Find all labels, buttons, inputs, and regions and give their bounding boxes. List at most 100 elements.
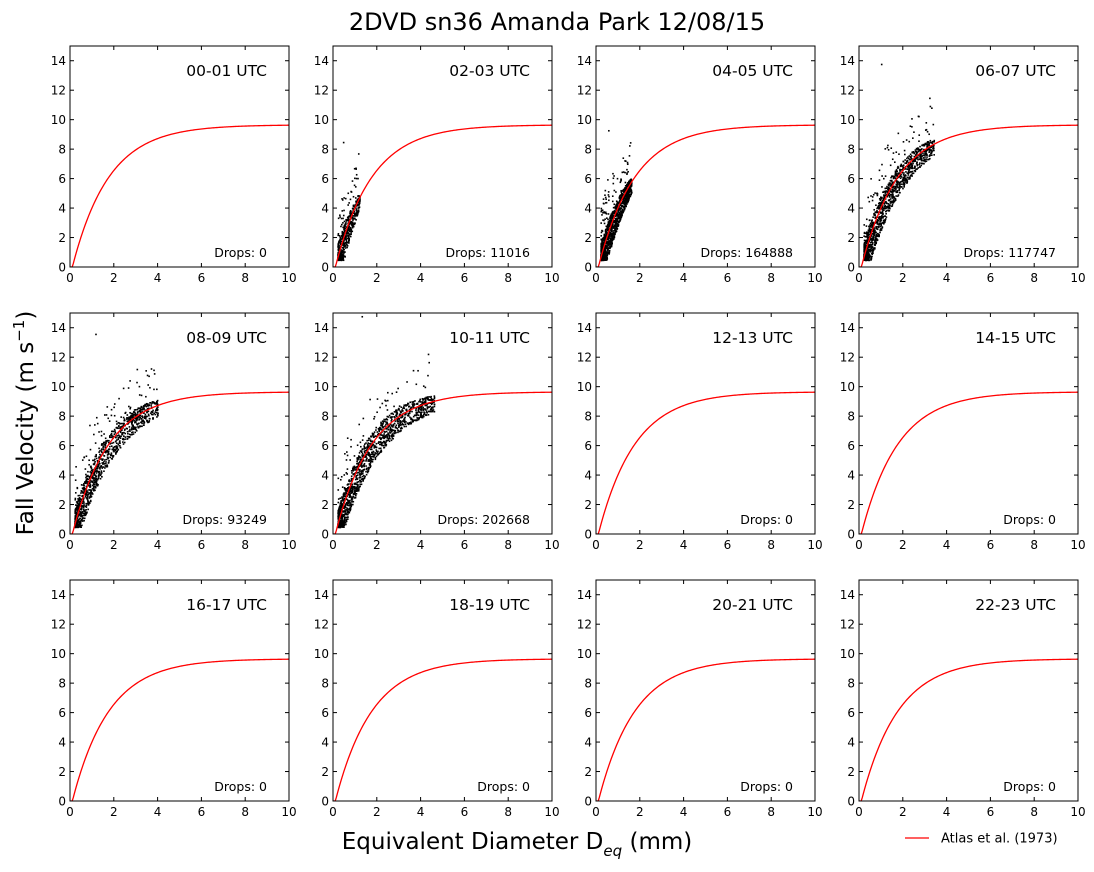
scatter-point [881,196,883,199]
y-tick-label: 10 [51,113,66,127]
scatter-point [360,465,362,467]
scatter-point [908,167,911,170]
scatter-point [136,423,138,425]
scatter-point [881,202,883,204]
scatter-point [355,167,357,170]
scatter-point [115,426,118,429]
scatter-point [83,504,85,506]
scatter-point [85,512,88,515]
scatter-point [95,482,98,485]
scatter-point [902,168,904,171]
scatter-point [625,193,628,195]
scatter-point [100,450,103,453]
scatter-point [355,213,358,215]
scatter-point [87,478,89,481]
scatter-point [107,457,109,460]
scatter-point [894,171,897,173]
scatter-point [123,418,126,420]
scatter-point [926,156,928,158]
scatter-point [337,248,340,251]
scatter-point [79,500,82,503]
scatter-point [347,216,350,218]
scatter-point [112,449,115,452]
scatter-point [153,388,155,391]
scatter-point [143,405,146,407]
scatter-point [420,415,423,417]
scatter-point [610,214,613,217]
scatter-point [85,504,88,507]
scatter-point [917,158,919,161]
scatter-point [883,194,885,196]
scatter-point [914,150,917,153]
scatter-point [353,217,356,220]
scatter-point [80,484,83,486]
scatter-point [865,235,868,238]
scatter-point [914,154,917,156]
scatter-point [884,194,887,197]
scatter-point [888,204,891,207]
scatter-point [605,225,608,228]
scatter-point [611,223,614,226]
scatter-point [911,170,914,173]
scatter-point [872,249,875,252]
scatter-point [911,118,913,120]
y-tick-label: 14 [51,321,66,335]
scatter-point [869,231,872,234]
scatter-point [78,503,81,506]
scatter-point [620,179,623,181]
scatter-point [868,254,871,256]
scatter-point [342,234,344,237]
scatter-point [124,438,126,440]
scatter-point [142,424,145,427]
scatter-point [601,240,603,242]
scatter-point [110,445,113,447]
scatter-point [339,241,342,244]
scatter-point [104,450,107,453]
scatter-point [607,222,610,224]
scatter-point [864,235,867,238]
scatter-point [896,191,899,194]
scatter-point [344,238,347,241]
scatter-point [96,467,99,469]
scatter-point [398,405,401,407]
scatter-point [85,479,87,482]
scatter-point [155,400,158,403]
scatter-point [345,232,348,234]
scatter-point [134,421,136,424]
scatter-point [915,168,917,171]
scatter-point [924,160,927,163]
scatter-point [932,147,934,150]
scatter-point [892,189,894,192]
scatter-point [349,233,351,236]
scatter-point [924,156,926,158]
scatter-point [90,489,92,491]
scatter-point [90,467,93,469]
scatter-point [353,469,355,471]
scatter-point [910,158,913,160]
scatter-point [629,187,631,189]
scatter-point [884,201,887,203]
scatter-point [340,259,343,262]
scatter-point [150,406,153,408]
scatter-point [134,428,137,430]
scatter-point [628,191,631,193]
scatter-point [868,227,871,229]
scatter-point [109,436,111,439]
scatter-point [342,226,344,229]
scatter-point [606,217,608,219]
scatter-point [74,512,77,515]
scatter-point [865,218,868,221]
scatter-point [135,419,138,422]
scatter-point [351,224,353,227]
scatter-point [107,448,110,451]
scatter-point [341,237,344,240]
scatter-point [99,453,101,456]
scatter-point [140,417,143,420]
scatter-point [880,225,883,227]
scatter-point [102,466,105,468]
scatter-point [882,217,884,219]
scatter-point [601,209,604,211]
scatter-point [907,156,909,158]
scatter-point [124,411,127,414]
